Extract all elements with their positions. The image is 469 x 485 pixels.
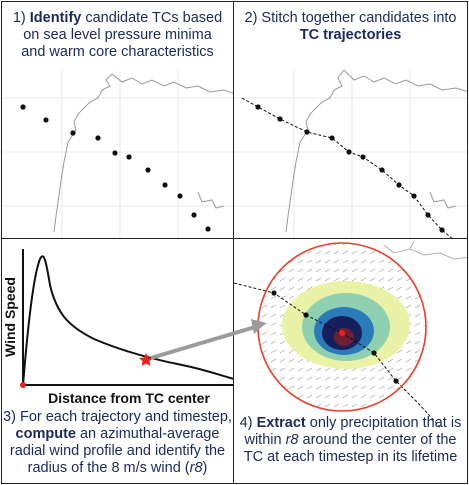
step-number: 4) (239, 415, 257, 431)
candidate-points (20, 104, 211, 232)
coastline (53, 73, 233, 233)
caption-text: 3) For each trajectory and timestep, (3, 409, 232, 425)
coastline (383, 240, 467, 260)
x-axis-label: Distance from TC center (48, 390, 210, 406)
step-number: 1) (12, 10, 26, 26)
coastline (285, 69, 467, 233)
tc-trajectory-line (234, 282, 441, 428)
map-gridlines (234, 70, 467, 238)
caption-text: on sea level pressure minima (23, 27, 212, 43)
caption-text: candidate TCs based (81, 10, 223, 26)
panel-identify: 1) Identify candidate TCs based on sea l… (1, 1, 234, 239)
caption-text: 2) Stitch together candidates into (244, 10, 457, 26)
caption-text: TC at each timestep in its lifetime (243, 449, 458, 465)
trajectory-points (255, 104, 445, 233)
caption-text: within (244, 432, 286, 448)
panel1-caption: 1) Identify candidate TCs based on sea l… (2, 10, 233, 61)
candidate-map (2, 70, 233, 238)
origin-marker (20, 382, 26, 388)
keyword-compute: compute (15, 426, 76, 442)
trajectory-points (271, 290, 399, 384)
trajectory-map (234, 69, 467, 238)
panel-extract: 4) Extract only precipitation that is wi… (233, 238, 468, 484)
caption-text: around the center of the (298, 432, 457, 448)
keyword-extract: Extract (256, 415, 306, 431)
keyword-identify: Identify (29, 10, 82, 26)
caption-text: and warm core characteristics (21, 44, 214, 60)
wind-speed-curve (22, 255, 233, 386)
caption-text: an azimuthal-average (75, 426, 220, 442)
caption-text: radial wind profile and identify the (9, 443, 226, 459)
panel-stitch: 2) Stitch together candidates into TC tr… (233, 1, 468, 239)
panel2-caption: 2) Stitch together candidates into TC tr… (234, 10, 467, 44)
panel3-caption: 3) For each trajectory and timestep, com… (2, 409, 233, 477)
caption-text: only precipitation that is (305, 415, 462, 431)
tc-trajectory-line (241, 97, 453, 238)
panel4-caption: 4) Extract only precipitation that is wi… (234, 415, 467, 466)
keyword-trajectories: TC trajectories (299, 27, 402, 43)
map-gridlines (2, 70, 233, 238)
precip-extraction-map (234, 240, 467, 428)
precipitation-field (282, 281, 410, 369)
caption-text: radius of the 8 m/s wind ( (27, 460, 190, 476)
y-axis-label: Wind Speed (2, 277, 18, 357)
caption-text: ) (202, 460, 208, 476)
r8-symbol: r8 (189, 460, 203, 476)
r8-star-marker (139, 353, 153, 366)
wind-profile-chart: Wind Speed Distance from TC center (2, 249, 233, 406)
tc-center-point (339, 330, 345, 336)
panel-wind-profile: Wind Speed Distance from TC center 3) Fo… (1, 238, 234, 484)
r8-symbol: r8 (285, 432, 299, 448)
